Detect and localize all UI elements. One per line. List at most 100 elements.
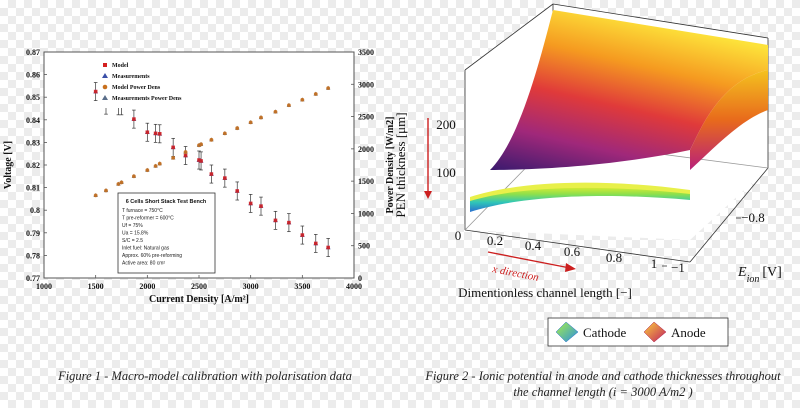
y2-tick-label: 3500 <box>358 48 374 57</box>
model-power-point <box>273 109 278 114</box>
legend-measurements-label: Measurements <box>112 74 150 80</box>
model-point <box>248 201 253 206</box>
info-line: Active area: 80 cm² <box>122 261 165 267</box>
legend-model-marker <box>103 63 107 67</box>
y-tick-label: 0.87 <box>26 48 40 57</box>
surface-z-axis-label: Eion [V] <box>737 265 782 285</box>
cathode-surface <box>470 182 690 212</box>
surface-x-tick-label: 0.6 <box>564 244 581 259</box>
legend-cathode-label: Cathode <box>583 325 627 340</box>
anode-legend-icon <box>643 321 667 343</box>
surface-x-tick-label: 0.4 <box>525 238 542 253</box>
y-tick-label: 0.78 <box>26 251 40 260</box>
model-point <box>273 218 278 223</box>
model-power-point <box>235 126 240 131</box>
model-power-point <box>199 142 203 147</box>
info-line: S/C = 2.5 <box>122 238 143 244</box>
y2-tick-label: 500 <box>358 242 370 251</box>
model-power-point <box>104 188 108 193</box>
x-direction-label: x direction <box>490 263 540 284</box>
model-power-point <box>326 86 331 91</box>
model-power-point <box>248 120 253 125</box>
model-point <box>287 220 291 225</box>
y-tick-label: 0.79 <box>26 229 40 238</box>
chart1-y2-axis-label: Power Density [W/m2] <box>385 116 396 213</box>
legend-measurements-power-label: Measurements Power Dens <box>112 96 182 102</box>
info-line: Approx. 60% pre-reforming <box>122 253 182 259</box>
chart1-x-axis-label: Current Density [A/m²] <box>149 294 249 305</box>
anode-surface <box>490 10 768 170</box>
x-tick-label: 3000 <box>243 282 259 291</box>
y-tick-label: 0.81 <box>26 184 40 193</box>
model-point <box>326 245 330 250</box>
model-point <box>259 204 263 208</box>
model-point <box>300 233 305 237</box>
y-tick-label: 0.86 <box>26 71 40 80</box>
model-power-point <box>119 180 124 185</box>
x-tick-label: 1000 <box>36 282 52 291</box>
y-tick-label: 0.77 <box>26 274 40 283</box>
y-tick-label: 0.82 <box>26 161 40 170</box>
figure1-caption: Figure 1 - Macro-model calibration with … <box>58 369 352 383</box>
model-power-point <box>259 115 263 120</box>
model-power-point <box>153 164 158 168</box>
y-tick-label: 0.84 <box>26 116 40 125</box>
surface-y-tick-label: 100 <box>436 165 456 180</box>
y2-tick-label: 1000 <box>358 209 374 218</box>
surface-x-tick-label: 0.2 <box>487 233 503 248</box>
info-line: T pre-reformer = 600°C <box>122 216 174 222</box>
chart1-y-axis-label: Voltage [V] <box>3 141 14 189</box>
info-line: T furnace = 750°C <box>122 208 163 214</box>
model-point <box>153 131 158 136</box>
model-point <box>235 189 240 193</box>
model-power-point <box>209 137 214 142</box>
y-tick-label: 0.85 <box>26 93 40 102</box>
info-line: Ua = 15.8% <box>122 231 149 237</box>
y2-tick-label: 0 <box>358 274 362 283</box>
surface-x-tick-label: 0.8 <box>606 250 622 265</box>
model-power-point <box>171 155 176 160</box>
cathode-legend-icon <box>555 321 579 343</box>
model-point <box>132 117 136 121</box>
x-tick-label: 2500 <box>191 282 207 291</box>
model-power-point <box>157 161 162 166</box>
model-point <box>313 241 318 246</box>
model-power-point <box>116 182 121 186</box>
x-tick-label: 1500 <box>88 282 104 291</box>
x-direction-arrow <box>487 251 576 272</box>
model-point <box>197 158 201 162</box>
legend-model-power-marker <box>102 84 108 90</box>
y-tick-label: 0.83 <box>26 138 40 147</box>
surface-legend: Cathode Anode <box>547 317 729 347</box>
surface-z-tick-label: −1 <box>671 260 685 275</box>
x-tick-label: 3500 <box>294 282 310 291</box>
model-power-point <box>132 174 136 179</box>
model-power-point <box>287 103 291 108</box>
legend-measurements-power-marker <box>102 95 108 100</box>
model-point <box>157 132 162 136</box>
model-power-point <box>183 150 188 154</box>
surface-x-tick-label: 1 <box>651 256 658 271</box>
chart1-legend: Model Measurements Model Power Dens Meas… <box>98 58 204 108</box>
surface-x-tick-label: 0 <box>455 228 462 243</box>
model-point <box>209 172 214 176</box>
model-power-point <box>300 97 305 102</box>
figure2-caption: Figure 2 - Ionic potential in anode and … <box>425 369 781 399</box>
surface-x-axis-label: Dimentionless channel length [−] <box>458 285 632 300</box>
info-line: Uf = 75% <box>122 223 143 229</box>
thickness-arrow <box>424 118 432 199</box>
model-power-point <box>145 168 150 173</box>
y2-tick-label: 1500 <box>358 177 374 186</box>
test-bench-info-box: 6 Cells Short Stack Test Bench T furnace… <box>117 192 216 274</box>
model-power-point <box>222 131 227 136</box>
surface-z-tick-label: −0.8 <box>741 210 765 225</box>
y2-tick-label: 2500 <box>358 113 374 122</box>
x-tick-label: 2000 <box>139 282 155 291</box>
y2-tick-label: 3000 <box>358 80 374 89</box>
surface-y-tick-label: 200 <box>436 117 456 132</box>
legend-model-power-label: Model Power Dens <box>112 85 161 91</box>
y-tick-label: 0.8 <box>30 206 40 215</box>
model-point <box>223 176 227 180</box>
